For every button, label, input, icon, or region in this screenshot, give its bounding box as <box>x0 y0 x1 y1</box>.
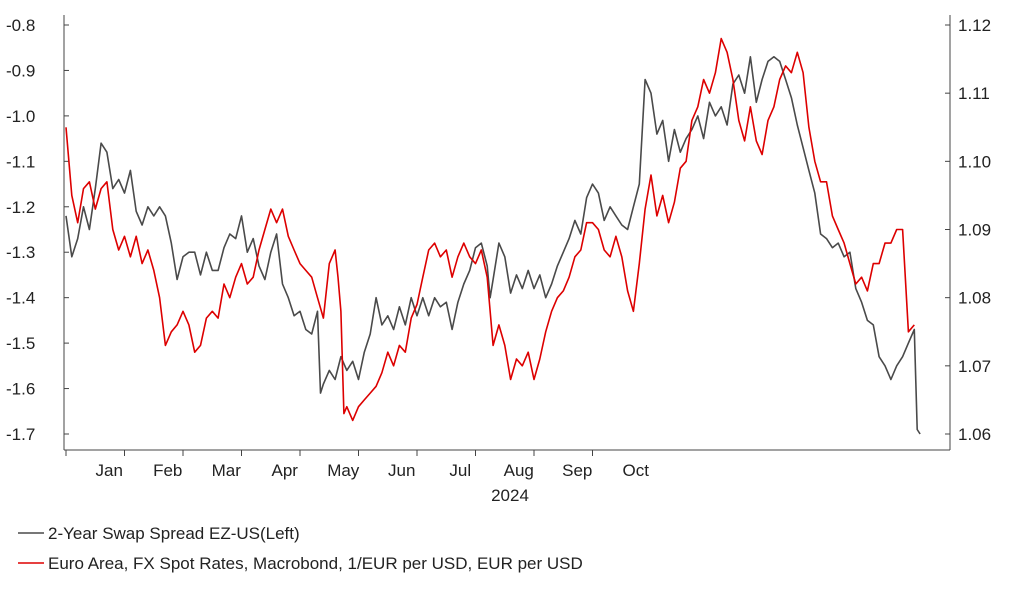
x-month-label: Jan <box>96 461 123 480</box>
right-axis-ticks: 1.12 1.11 1.10 1.09 1.08 1.07 1.06 <box>945 16 991 444</box>
x-month-label: Oct <box>623 461 650 480</box>
x-axis-year-label: 2024 <box>491 486 529 505</box>
right-tick-label: 1.06 <box>958 425 991 444</box>
axes-group <box>63 15 951 451</box>
left-tick-label: -1.6 <box>6 380 35 399</box>
x-month-label: Feb <box>153 461 182 480</box>
x-month-label: Jul <box>449 461 471 480</box>
x-month-label: Apr <box>272 461 299 480</box>
left-tick-label: -1.0 <box>6 107 35 126</box>
x-month-label: May <box>327 461 360 480</box>
right-tick-label: 1.09 <box>958 221 991 240</box>
left-tick-label: -0.8 <box>6 16 35 35</box>
series-line <box>65 37 915 422</box>
x-axis-month-labels: Jan Feb Mar Apr May Jun Jul Aug Sep Oct <box>65 450 650 480</box>
legend-entry-label: 2-Year Swap Spread EZ-US(Left) <box>48 524 300 543</box>
left-tick-label: -1.1 <box>6 152 35 171</box>
x-month-label: Sep <box>562 461 592 480</box>
left-tick-label: -1.7 <box>6 425 35 444</box>
legend-entry-label: Euro Area, FX Spot Rates, Macrobond, 1/E… <box>48 554 583 573</box>
right-tick-label: 1.11 <box>958 84 990 103</box>
x-month-label: Aug <box>504 461 534 480</box>
right-tick-label: 1.07 <box>958 357 991 376</box>
right-tick-label: 1.12 <box>958 16 991 35</box>
left-tick-label: -0.9 <box>6 61 35 80</box>
x-month-label: Jun <box>388 461 415 480</box>
right-tick-label: 1.08 <box>958 289 991 308</box>
series-line <box>65 56 921 435</box>
left-tick-label: -1.5 <box>6 334 35 353</box>
left-tick-label: -1.4 <box>6 289 35 308</box>
left-tick-label: -1.2 <box>6 198 35 217</box>
left-tick-label: -1.3 <box>6 243 35 262</box>
x-month-label: Mar <box>212 461 242 480</box>
left-axis-ticks: -0.8 -0.9 -1.0 -1.1 -1.2 -1.3 -1.4 -1.5 -1.6 -1.7 <box>6 16 69 444</box>
right-tick-label: 1.10 <box>958 152 991 171</box>
legend: 2-Year Swap Spread EZ-US(Left) Euro Area,… <box>18 524 583 573</box>
series-lines <box>65 37 921 435</box>
